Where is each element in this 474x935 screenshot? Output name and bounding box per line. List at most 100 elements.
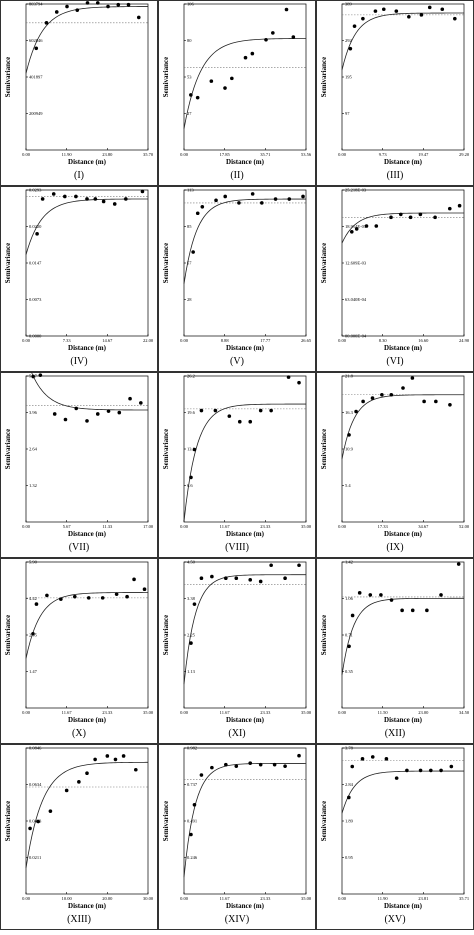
y-tick-label: 3.78 — [345, 746, 354, 751]
data-point — [234, 576, 239, 581]
data-point — [139, 401, 143, 405]
y-tick-label: 2.84 — [345, 782, 354, 787]
x-tick-label: 0.00 — [180, 338, 189, 343]
data-point — [250, 51, 255, 56]
data-point — [189, 641, 193, 645]
y-axis-label: Semivariance — [320, 801, 328, 841]
x-tick-label: 11.90 — [62, 152, 73, 157]
data-point — [223, 86, 227, 90]
data-point — [297, 563, 301, 568]
y-tick-label: 1.13 — [187, 669, 196, 674]
data-point — [51, 192, 56, 196]
model-curve — [183, 763, 307, 878]
data-point — [189, 475, 193, 480]
data-point — [258, 579, 263, 584]
x-tick-label: 23.81 — [418, 896, 428, 901]
y-axis-label: Semivariance — [4, 57, 12, 97]
chart-svg: 0.00 17.85 35.71 53.56 27 53 80 106 Distance (m)… — [158, 0, 316, 186]
y-tick-label: 803794 — [29, 2, 43, 7]
y-axis-label: Semivariance — [4, 801, 12, 841]
panel-label: (II) — [230, 170, 243, 181]
x-tick-label: 23.33 — [102, 710, 113, 715]
data-point — [301, 194, 305, 199]
y-tick-label: 28 — [187, 297, 192, 302]
chart-svg: 0.00 11.67 23.33 35.00 1.13 2.25 3.38 4.50 Dista… — [158, 558, 316, 744]
panel-border — [0, 186, 158, 372]
y-tick-label: 18.914E-03 — [345, 224, 367, 229]
y-tick-label: 10.9 — [345, 447, 354, 452]
data-point — [286, 375, 291, 379]
x-axis-label: Distance (m) — [68, 158, 107, 166]
data-point — [210, 574, 214, 579]
data-point — [192, 802, 197, 807]
data-point — [237, 419, 242, 424]
data-point — [368, 593, 373, 597]
data-point — [354, 227, 359, 231]
data-point — [398, 212, 403, 217]
x-tick-label: 14.67 — [102, 338, 113, 343]
data-point — [291, 35, 296, 39]
x-axis-label: Distance (m) — [68, 530, 107, 538]
chart-svg: 0.00 9.73 19.47 29.20 97 195 292 389 Distance (m… — [316, 0, 474, 186]
panel-label: (XIV) — [225, 914, 249, 925]
chart-panel: 0.00 11.90 23.81 35.71 0.95 1.89 2.84 3.78 Dista… — [316, 744, 474, 930]
panel-label: (XII) — [385, 728, 406, 739]
y-axis-label: Semivariance — [320, 429, 328, 469]
data-point — [140, 189, 145, 194]
data-point — [434, 399, 438, 404]
x-axis-label: Distance (m) — [226, 716, 265, 724]
x-tick-label: 30.00 — [143, 896, 154, 901]
x-tick-label: 0.00 — [180, 710, 189, 715]
x-tick-label: 22.00 — [143, 338, 154, 343]
x-axis-label: Distance (m) — [68, 716, 107, 724]
model-curve — [183, 403, 306, 522]
y-tick-label: 0.737 — [187, 782, 198, 787]
x-tick-label: 0.00 — [338, 338, 347, 343]
panel-border — [0, 0, 158, 186]
chart-svg: 0.00 10.00 20.00 30.00 0.0211 0.0423 0.0634 0.0… — [0, 744, 158, 930]
y-tick-label: 2.64 — [29, 447, 38, 452]
data-point — [85, 197, 89, 201]
y-tick-label: 292 — [345, 38, 352, 43]
data-point — [439, 768, 443, 773]
panel-label: (III) — [387, 170, 404, 181]
y-tick-label: 63.040E-04 — [345, 297, 367, 302]
x-axis-label: Distance (m) — [68, 344, 107, 352]
x-tick-label: 5.67 — [63, 524, 72, 529]
y-axis-label: Semivariance — [162, 57, 170, 97]
x-axis-label: Distance (m) — [384, 344, 423, 352]
data-point — [440, 7, 445, 12]
data-point — [297, 753, 301, 758]
data-point — [425, 608, 429, 613]
data-point — [101, 199, 106, 204]
model-curve — [25, 6, 149, 74]
plot-area — [25, 3, 149, 151]
data-point — [389, 598, 394, 602]
data-point — [237, 201, 241, 205]
data-point — [106, 4, 110, 9]
data-point — [121, 754, 126, 758]
chart-svg: 0.00 8.88 17.77 26.65 28 57 85 113 Distance (m) S… — [158, 186, 316, 372]
data-point — [248, 419, 253, 424]
y-axis-label: Semivariance — [320, 57, 328, 97]
data-point — [283, 576, 287, 581]
y-tick-label: 0.0423 — [29, 819, 42, 824]
chart-panel: 0.00 17.85 35.71 53.56 27 53 80 106 Distance (m)… — [158, 0, 316, 186]
data-point — [199, 576, 204, 581]
data-point — [422, 399, 426, 404]
data-point — [95, 412, 100, 416]
y-tick-label: 00.000E-04 — [345, 334, 367, 339]
data-point — [373, 9, 378, 13]
data-point — [189, 832, 193, 837]
data-point — [93, 757, 97, 762]
data-point — [272, 762, 277, 767]
y-axis-label: Semivariance — [162, 429, 170, 469]
data-point — [287, 197, 292, 201]
model-curve — [341, 212, 464, 244]
x-tick-label: 35.71 — [260, 152, 270, 157]
x-tick-label: 11.50 — [378, 710, 389, 715]
x-axis-label: Distance (m) — [384, 902, 423, 910]
data-point — [258, 408, 263, 413]
y-axis-label: Semivariance — [320, 615, 328, 655]
